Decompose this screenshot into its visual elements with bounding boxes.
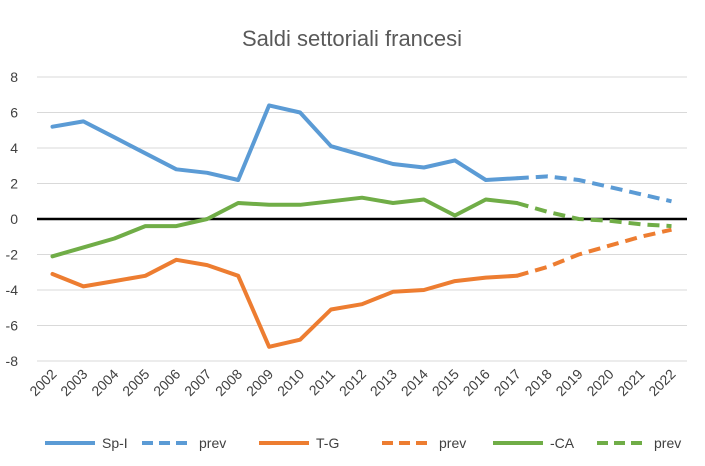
- x-axis-ticks: 2002200320042005200620072008200920102011…: [26, 366, 679, 399]
- legend-label: prev: [199, 435, 226, 451]
- x-tick-label: 2005: [119, 366, 152, 399]
- y-tick-label: 4: [10, 140, 18, 156]
- x-tick-label: 2011: [306, 366, 339, 399]
- x-tick-label: 2014: [398, 366, 431, 399]
- chart-title: Saldi settoriali francesi: [242, 26, 462, 51]
- grid: [37, 76, 687, 362]
- series-line: [516, 174, 672, 204]
- y-tick-label: 0: [10, 211, 18, 227]
- series-line: [516, 227, 672, 278]
- legend-label: prev: [654, 435, 681, 451]
- series-line: [516, 201, 672, 229]
- legend-label: -CA: [550, 435, 575, 451]
- x-tick-label: 2010: [274, 366, 307, 399]
- y-tick-label: -2: [6, 247, 19, 263]
- x-tick-label: 2021: [614, 366, 647, 399]
- legend-label: Sp-I: [102, 435, 128, 451]
- legend-label: T-G: [316, 435, 339, 451]
- x-tick-label: 2008: [212, 366, 245, 399]
- x-tick-label: 2013: [367, 366, 400, 399]
- series-line: [50, 103, 519, 182]
- x-tick-label: 2003: [57, 366, 90, 399]
- legend-label: prev: [439, 435, 466, 451]
- y-tick-label: 8: [10, 69, 18, 85]
- x-tick-label: 2017: [491, 366, 524, 399]
- x-tick-label: 2019: [552, 366, 585, 399]
- x-tick-label: 2018: [521, 366, 554, 399]
- x-tick-label: 2012: [336, 366, 369, 399]
- series-lines: [50, 103, 672, 349]
- x-tick-label: 2004: [88, 366, 121, 399]
- x-tick-label: 2002: [26, 366, 59, 399]
- x-tick-label: 2016: [460, 366, 493, 399]
- y-tick-label: -4: [6, 282, 19, 298]
- legend: Sp-I prev T-G prev -CA prev: [45, 435, 681, 451]
- y-tick-label: 6: [10, 105, 18, 121]
- x-tick-label: 2007: [181, 366, 214, 399]
- x-tick-label: 2006: [150, 366, 183, 399]
- x-tick-label: 2009: [243, 366, 276, 399]
- y-tick-label: -8: [6, 353, 19, 369]
- x-tick-label: 2022: [645, 366, 678, 399]
- x-tick-label: 2020: [583, 366, 616, 399]
- y-axis-ticks: -8 -6 -4 -2 0 2 4 6 8: [6, 69, 19, 369]
- y-tick-label: -6: [6, 318, 19, 334]
- series-line: [50, 257, 519, 349]
- series-line: [50, 195, 519, 259]
- x-tick-label: 2015: [429, 366, 462, 399]
- y-tick-label: 2: [10, 176, 18, 192]
